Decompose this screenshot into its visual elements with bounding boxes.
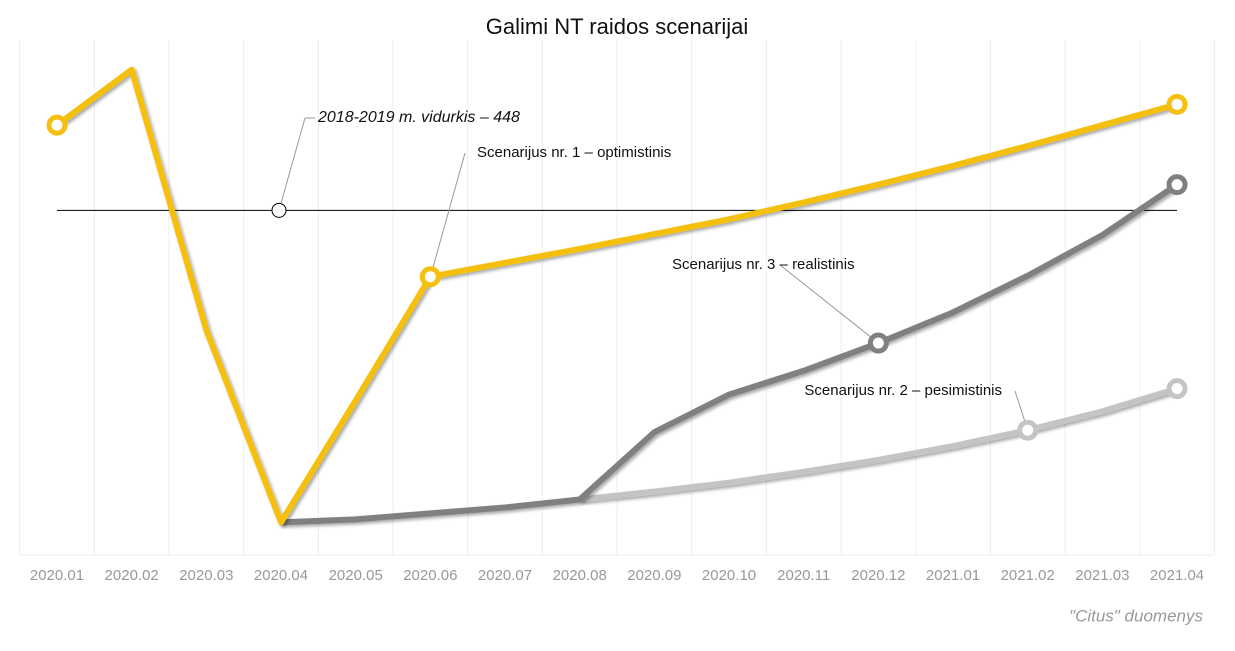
x-tick-label: 2020.03 — [179, 567, 233, 584]
x-tick-label: 2021.04 — [1150, 567, 1204, 584]
point-marker — [1166, 378, 1188, 400]
series-line — [55, 66, 1178, 526]
series-line — [579, 385, 1178, 503]
x-tick-label: 2020.09 — [627, 567, 681, 584]
point-marker — [419, 266, 441, 288]
x-tick-label: 2020.11 — [777, 567, 830, 584]
x-tick-label: 2020.04 — [254, 567, 308, 584]
x-tick-label: 2020.02 — [105, 567, 159, 584]
point-marker — [1166, 174, 1188, 196]
x-tick-label: 2020.10 — [702, 567, 756, 584]
x-tick-label: 2020.01 — [30, 567, 84, 584]
point-marker — [1017, 419, 1039, 441]
series-line — [280, 182, 1179, 526]
reference-marker — [271, 202, 287, 218]
source: "Citus" duomenys — [1069, 606, 1203, 625]
leader — [779, 264, 879, 344]
reference-label: 2018-2019 m. vidurkis – 448 — [317, 109, 520, 126]
point-marker — [46, 114, 68, 136]
x-tick-label: 2021.02 — [1001, 567, 1055, 584]
series-label: Scenarijus nr. 1 – optimistinis — [477, 144, 671, 161]
chart-title: Galimi NT raidos scenarijai — [486, 14, 748, 39]
point-marker — [867, 332, 889, 354]
x-tick-label: 2021.01 — [926, 567, 980, 584]
x-tick-label: 2020.12 — [851, 567, 905, 584]
series-label: Scenarijus nr. 3 – realistinis — [672, 256, 855, 273]
x-tick-label: 2020.07 — [478, 567, 532, 584]
x-tick-label: 2021.03 — [1075, 567, 1129, 584]
x-tick-label: 2020.08 — [553, 567, 607, 584]
x-tick-label: 2020.06 — [403, 567, 457, 584]
x-tick-label: 2020.05 — [329, 567, 383, 584]
series-label: Scenarijus nr. 2 – pesimistinis — [804, 382, 1002, 399]
point-marker — [1166, 93, 1188, 115]
leader — [278, 117, 306, 211]
leader — [429, 152, 466, 277]
